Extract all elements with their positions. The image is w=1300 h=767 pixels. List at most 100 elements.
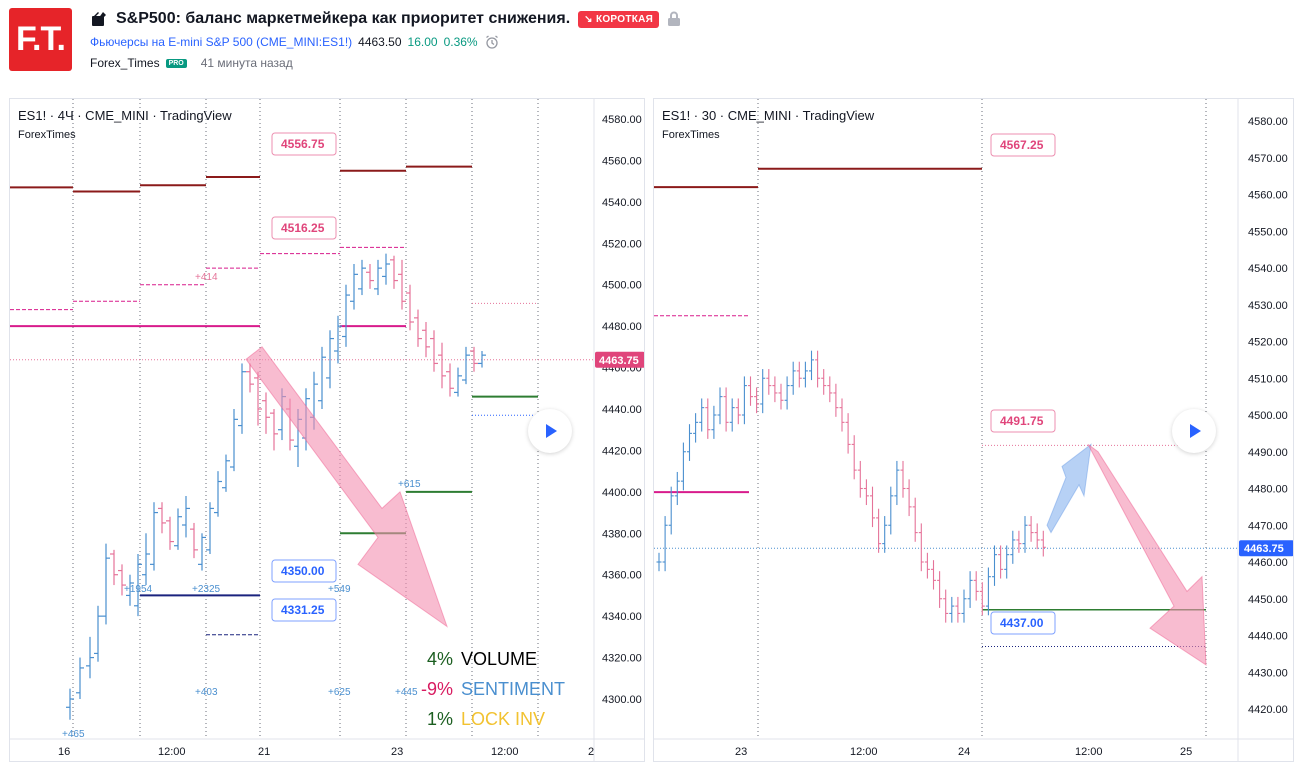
level-callout-lowest-box (271, 598, 337, 622)
price-tick-label: 4320.00 (602, 653, 642, 665)
time-tick-label: 16 (58, 746, 70, 758)
price-tick-label: 4560.00 (602, 155, 642, 167)
time-tick-label: 2 (588, 746, 594, 758)
author-row: Forex_Times PRO 41 минута назад (90, 56, 293, 70)
level-callout-mid: 4491.75 (1000, 414, 1044, 428)
chart-right-canvas[interactable]: 4580.00 4570.00 4560.00 4550.00 4540.00 4530.… (654, 99, 1294, 762)
brand-logo[interactable]: F.T. (9, 8, 72, 71)
down-arrow-drawing (245, 346, 448, 628)
level-callout-lower: 4437.00 (1000, 616, 1044, 630)
logo-text: F.T. (16, 20, 66, 58)
price-tick-label: 4540.00 (602, 197, 642, 209)
volume-delta-label: +465 (62, 729, 85, 740)
chart-pane-left[interactable]: 4580.00 4560.00 4540.00 4520.00 4500.00 4480.… (9, 98, 645, 762)
price-tick-label: 4500.00 (602, 280, 642, 292)
legend-label: SENTIMENT (461, 679, 566, 699)
publish-time: 41 минута назад (200, 56, 293, 70)
legend-pct: -9% (420, 679, 453, 699)
price-tick-label: 4420.00 (1248, 704, 1288, 716)
symbol-change-pct: 0.36% (443, 35, 478, 49)
price-tick-label: 4520.00 (1248, 337, 1288, 349)
idea-title-row: S&P500: баланс маркетмейкера как приорит… (90, 8, 681, 30)
symbol-price: 4463.50 (358, 35, 402, 49)
price-tick-label: 4530.00 (1248, 300, 1288, 312)
price-tick-label: 4360.00 (602, 570, 642, 582)
alarm-clock-icon[interactable] (484, 34, 500, 50)
symbol-link[interactable]: Фьючерсы на E-mini S&P 500 (CME_MINI:ES1… (90, 35, 353, 49)
lock-icon (668, 11, 681, 26)
price-tick-label: 4580.00 (1248, 116, 1288, 128)
price-tick-label: 4430.00 (1248, 667, 1288, 679)
chart-pane-right[interactable]: 4580.00 4570.00 4560.00 4550.00 4540.00 4530.… (653, 98, 1294, 762)
volume-delta-label: +549 (328, 584, 351, 595)
price-tick-label: 4500.00 (1248, 410, 1288, 422)
price-tick-label: 4420.00 (602, 445, 642, 457)
price-tick-label: 4450.00 (1248, 594, 1288, 606)
chart-title: ES1! · 4Ч · CME_MINI · TradingView (18, 108, 232, 123)
idea-icon (92, 12, 106, 26)
time-tick-label: 12:00 (1075, 746, 1103, 758)
current-price-label: 4463.75 (599, 355, 639, 367)
legend-label: LOCK INV (461, 709, 546, 729)
short-badge: ↘ КОРОТКАЯ (578, 10, 660, 28)
price-tick-label: 4480.00 (1248, 484, 1288, 496)
idea-title: S&P500: баланс маркетмейкера как приорит… (116, 10, 571, 27)
price-tick-label: 4440.00 (602, 404, 642, 416)
price-tick-label: 4560.00 (1248, 190, 1288, 202)
current-price-tag (595, 351, 644, 368)
symbol-row: Фьючерсы на E-mini S&P 500 (CME_MINI:ES1… (90, 34, 500, 50)
volume-delta-label: +403 (195, 687, 218, 698)
chart-author: ForexTimes (662, 129, 720, 141)
price-tick-label: 4580.00 (602, 114, 642, 126)
chart-author: ForexTimes (18, 129, 76, 141)
play-icon (1190, 424, 1201, 438)
volume-delta-label: +445 (395, 687, 418, 698)
price-tick-label: 4480.00 (602, 321, 642, 333)
play-button[interactable] (528, 409, 572, 453)
price-tick-label: 4470.00 (1248, 520, 1288, 532)
price-tick-label: 4380.00 (602, 528, 642, 540)
price-tick-label: 4510.00 (1248, 373, 1288, 385)
symbol-change: 16.00 (407, 35, 438, 49)
author-link[interactable]: Forex_Times (90, 56, 160, 70)
time-tick-label: 12:00 (491, 746, 519, 758)
current-price-label: 4463.75 (1244, 543, 1284, 555)
legend-row: -9% SENTIMENT (415, 674, 565, 704)
legend-row: 1% LOCK INV (415, 704, 565, 734)
volume-delta-label: +414 (195, 272, 218, 283)
level-callout-upper-box (271, 132, 337, 156)
level-callout-mid-box (271, 216, 337, 240)
time-tick-label: 12:00 (850, 746, 878, 758)
down-arrow-drawing (1087, 443, 1207, 666)
price-tick-label: 4340.00 (602, 611, 642, 623)
chart-left-canvas[interactable]: 4580.00 4560.00 4540.00 4520.00 4500.00 4480.… (10, 99, 645, 762)
up-arrow-drawing (1046, 443, 1092, 534)
volume-delta-label: +1954 (124, 584, 153, 595)
price-tick-label: 4490.00 (1248, 447, 1288, 459)
legend-row: 4% VOLUME (415, 644, 565, 674)
legend-pct: 4% (426, 649, 453, 669)
time-tick-label: 24 (958, 746, 970, 758)
volume-delta-label: +2325 (192, 584, 221, 595)
level-callout-upper-box (990, 133, 1056, 157)
level-callout-lowest: 4331.25 (281, 603, 325, 617)
play-icon (546, 424, 557, 438)
price-tick-label: 4400.00 (602, 487, 642, 499)
play-button[interactable] (1172, 409, 1216, 453)
current-price-tag (1239, 540, 1293, 557)
volume-delta-label: +625 (328, 687, 351, 698)
level-callout-upper: 4567.25 (1000, 138, 1044, 152)
legend-label: VOLUME (461, 649, 538, 669)
level-callout-lower-box (271, 559, 337, 583)
level-callout-upper: 4556.75 (281, 137, 325, 151)
time-tick-label: 25 (1180, 746, 1192, 758)
chart-title: ES1! · 30 · CME_MINI · TradingView (662, 108, 875, 123)
level-callout-lower-box (990, 611, 1056, 635)
pro-badge: PRO (165, 58, 187, 68)
sentiment-legend: 4% VOLUME -9% SENTIMENT 1% LOCK INV (415, 644, 565, 734)
level-callout-mid-box (990, 409, 1056, 433)
price-tick-label: 4570.00 (1248, 153, 1288, 165)
price-tick-label: 4520.00 (602, 238, 642, 250)
price-tick-label: 4300.00 (602, 694, 642, 706)
time-tick-label: 23 (735, 746, 747, 758)
